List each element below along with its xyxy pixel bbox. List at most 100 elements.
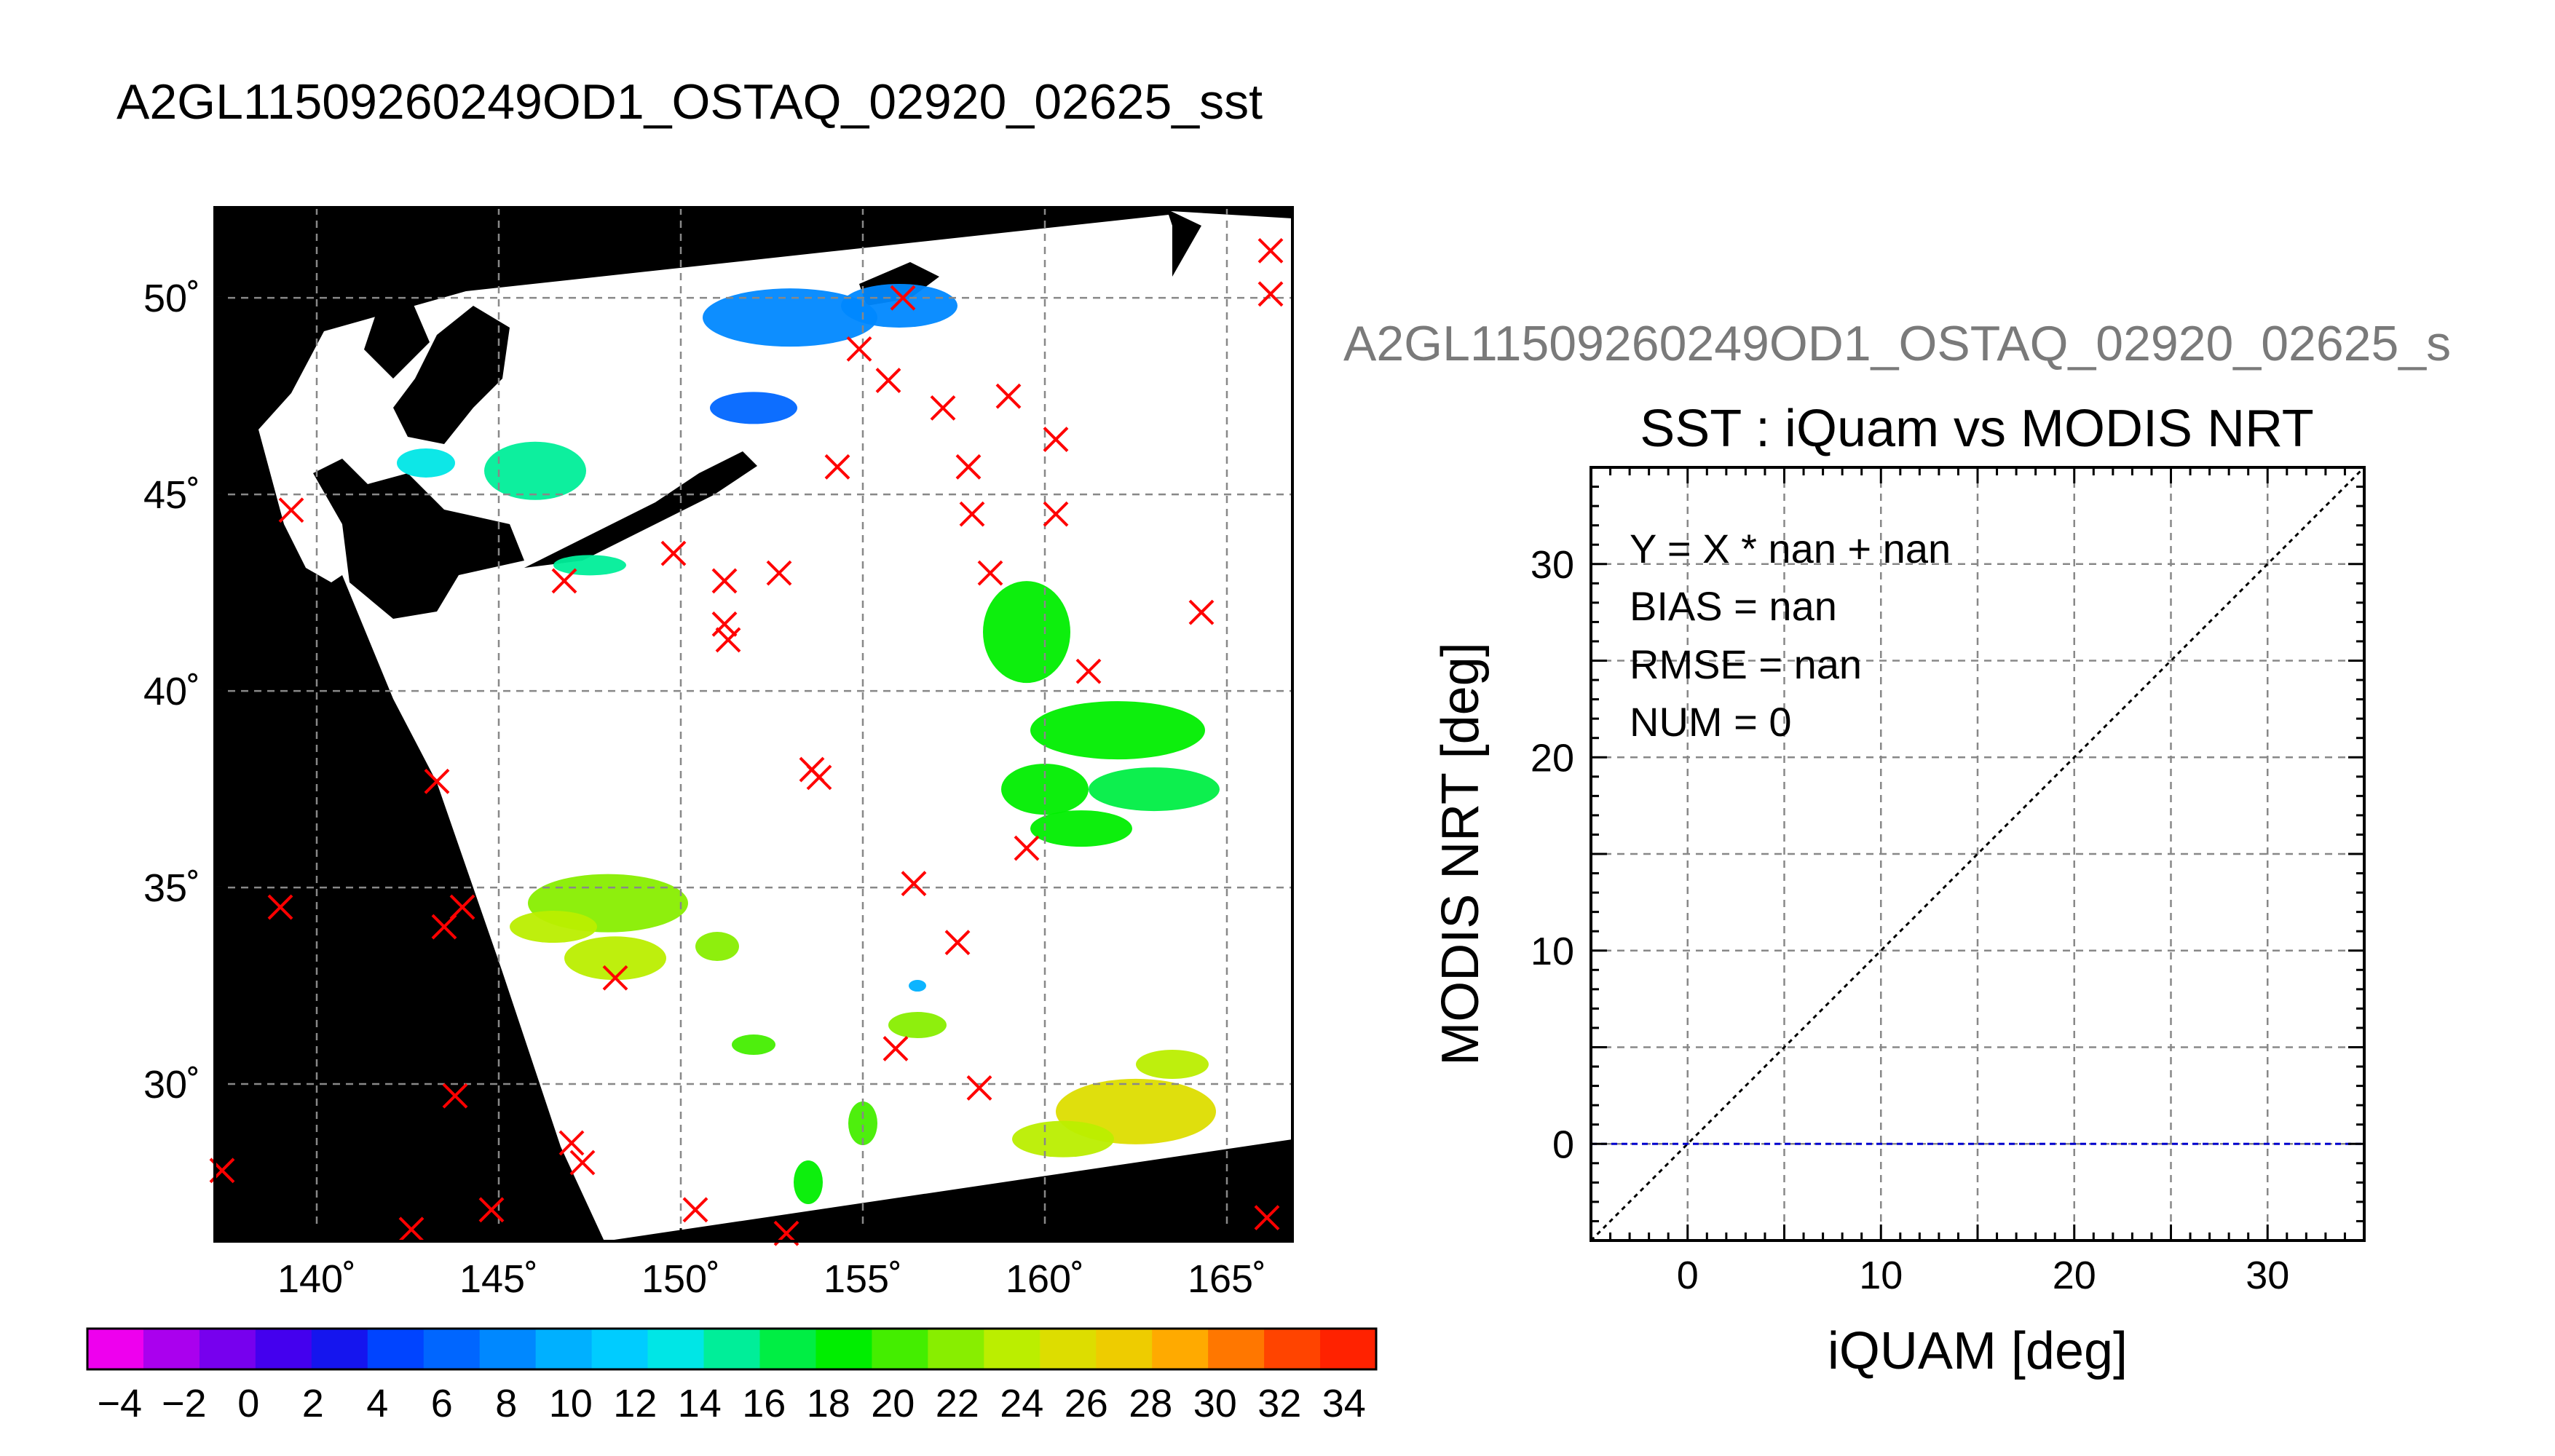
sst-patch-16: [888, 1012, 947, 1039]
y-tick-label-10: 10: [1531, 930, 1574, 973]
colorbar-cell-14: [816, 1329, 872, 1369]
colorbar-tick-label-18: 30: [1193, 1382, 1237, 1425]
matchup-marker-1: [278, 497, 304, 523]
colorbar-cell-9: [535, 1329, 593, 1369]
matchup-marker-25: [875, 368, 901, 393]
x-tick-label-30: 30: [2246, 1254, 2289, 1297]
matchup-marker-35: [995, 383, 1022, 409]
colorbar-tick-label-8: 10: [549, 1382, 593, 1425]
matchup-marker-28: [882, 1036, 909, 1061]
lat-tick-label-30: 30˚: [143, 1063, 200, 1107]
land-mass-3: [364, 291, 430, 379]
bias-stat: BIAS = nan: [1630, 583, 1837, 629]
lon-tick-label-150: 150˚: [641, 1257, 720, 1301]
sst-colorbar: −4 −2 0 2 4 6 8 10 12 14 16 18 20 22 24 26 28 30 32 34: [86, 1327, 1378, 1425]
lat-tick-label-50: 50˚: [143, 277, 200, 320]
colorbar-cells: [87, 1329, 1377, 1369]
lat-tick-label-40: 40˚: [143, 670, 200, 713]
colorbar-cell-4: [255, 1329, 312, 1369]
matchup-marker-14: [660, 540, 687, 566]
y-tick-label-30: 30: [1531, 543, 1574, 587]
scatter-plot: 0 10 20 30 0 10 20 30 Y = X * nan + nan BIAS = …: [1431, 466, 2366, 1380]
colorbar-cell-8: [479, 1329, 537, 1369]
matchup-marker-16: [711, 611, 738, 637]
matchup-marker-27: [901, 871, 927, 897]
matchup-marker-29: [930, 395, 956, 421]
matchup-marker-41: [1257, 237, 1284, 264]
colorbar-tick-label-10: 14: [678, 1382, 722, 1425]
sst-patch-17: [732, 1034, 775, 1056]
colorbar-tick-label-11: 16: [742, 1382, 786, 1425]
matchup-marker-17: [715, 627, 741, 653]
colorbar-cell-18: [1040, 1329, 1097, 1369]
lon-tick-label-140: 140˚: [277, 1257, 356, 1301]
matchup-marker-42: [1257, 281, 1284, 307]
colorbar-tick-label-12: 18: [807, 1382, 850, 1425]
colorbar-cell-3: [199, 1329, 256, 1369]
colorbar-cell-17: [984, 1329, 1040, 1369]
matchup-marker-11: [558, 1130, 585, 1156]
sst-patch-19: [1012, 1120, 1114, 1158]
land-mass-2: [393, 306, 510, 444]
colorbar-tick-label-14: 22: [936, 1382, 979, 1425]
rmse-stat: RMSE = nan: [1630, 641, 1862, 687]
sst-retrieval-patches: [397, 283, 1220, 1205]
colorbar-cell-6: [367, 1329, 424, 1369]
matchup-marker-24: [846, 336, 872, 362]
y-axis-label: MODIS NRT [deg]: [1431, 642, 1490, 1066]
colorbar-tick-label-2: −2: [162, 1382, 207, 1425]
matchup-marker-33: [977, 560, 1003, 586]
matchup-marker-15: [711, 568, 738, 594]
colorbar-cell-15: [872, 1329, 928, 1369]
colorbar-cell-1: [87, 1329, 144, 1369]
matchup-marker-39: [1075, 658, 1102, 684]
matchup-marker-9: [478, 1197, 505, 1223]
matchup-marker-37: [1043, 427, 1069, 452]
colorbar-tick-label-5: 4: [366, 1382, 388, 1425]
map-frame: [213, 206, 1294, 1243]
x-tick-label-20: 20: [2053, 1254, 2096, 1297]
scatter-title: SST : iQuam vs MODIS NRT: [1640, 400, 2314, 458]
matchup-marker-32: [959, 501, 985, 527]
y-tick-label-20: 20: [1531, 736, 1574, 780]
colorbar-frame: [86, 1327, 1378, 1371]
figure-title: A2GL11509260249OD1_OSTAQ_02920_02625_sst: [117, 74, 1263, 130]
scatter-gridlines: [1591, 467, 2364, 1241]
sst-patch-2: [841, 283, 957, 328]
colorbar-tick-label-6: 6: [431, 1382, 453, 1425]
matchup-marker-40: [1188, 599, 1215, 625]
x-axis-label: iQUAM [deg]: [1828, 1322, 2128, 1380]
matchup-marker-7: [449, 894, 475, 920]
colorbar-cell-21: [1208, 1329, 1265, 1369]
map-gridlines: [215, 207, 1292, 1241]
sst-patch-22: [794, 1160, 823, 1205]
colorbar-tick-label-13: 20: [871, 1382, 915, 1425]
colorbar-cell-11: [647, 1329, 705, 1369]
sst-patch-13: [564, 936, 666, 981]
matchup-marker-38: [1043, 501, 1069, 527]
matchup-marker-36: [1014, 835, 1040, 861]
colorbar-tick-label-1: −4: [97, 1382, 142, 1425]
colorbar-tick-label-19: 32: [1257, 1382, 1301, 1425]
fit-equation: Y = X * nan + nan: [1630, 526, 1951, 571]
colorbar-cell-22: [1264, 1329, 1321, 1369]
matchup-marker-43: [1254, 1205, 1280, 1231]
colorbar-tick-label-9: 12: [613, 1382, 657, 1425]
sst-map: 140˚ 145˚ 150˚ 155˚ 160˚ 165˚ 30˚ 35˚ 40˚ 45˚ 50˚: [143, 206, 1294, 1301]
colorbar-cell-2: [143, 1329, 200, 1369]
colorbar-cell-12: [703, 1329, 760, 1369]
colorbar-cell-23: [1320, 1329, 1377, 1369]
sst-patch-11: [1030, 810, 1132, 847]
land-mass-4: [524, 451, 757, 568]
matchup-marker-8: [442, 1083, 468, 1109]
matchup-marker-10: [551, 568, 577, 594]
matchup-marker-30: [944, 930, 971, 956]
colorbar-tick-labels: −4 −2 0 2 4 6 8 10 12 14 16 18 20 22 24 26 28 30 32 34: [97, 1382, 1365, 1425]
colorbar-cell-16: [928, 1329, 984, 1369]
matchup-marker-12: [569, 1150, 596, 1176]
sst-patch-21: [848, 1101, 877, 1146]
lat-tick-label-45: 45˚: [143, 473, 200, 517]
scatter-axis-ticks: 0 10 20 30 0 10 20 30: [1531, 466, 2366, 1297]
matchup-marker-31: [955, 454, 982, 480]
sst-patch-3: [710, 392, 797, 424]
